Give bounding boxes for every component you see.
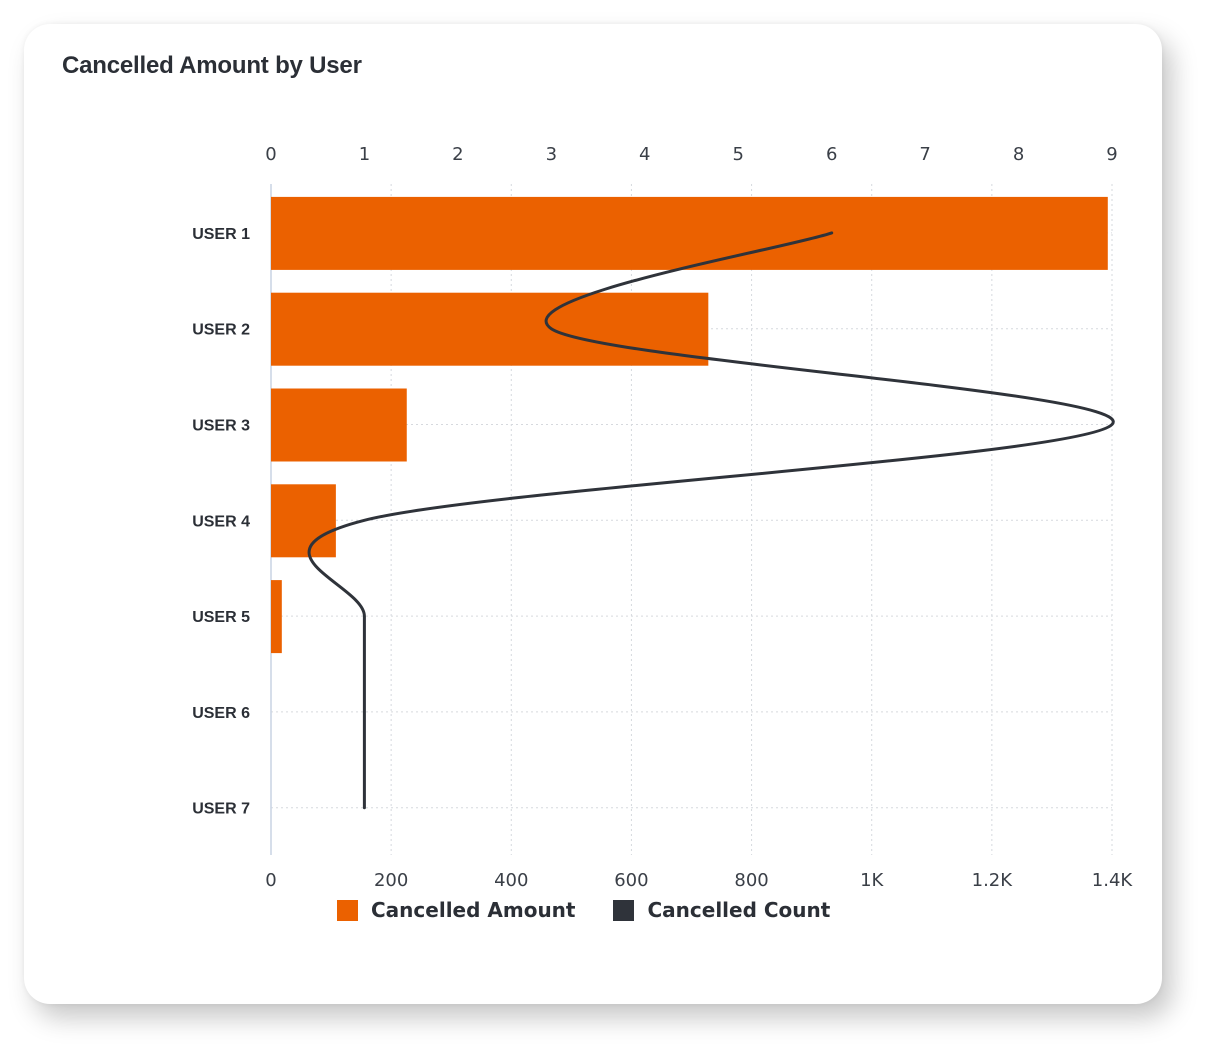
category-label: USER 6 — [192, 705, 250, 722]
chart-card: Cancelled Amount by User — [24, 24, 1162, 1004]
chart-legend: Cancelled Amount Cancelled Count — [337, 898, 868, 922]
top-axis-tick-label: 7 — [919, 144, 930, 165]
category-label: USER 2 — [192, 322, 250, 339]
legend-item-amount[interactable]: Cancelled Amount — [337, 898, 575, 922]
bottom-axis-tick-label: 1.4K — [1092, 870, 1134, 891]
bottom-axis-tick-label: 800 — [734, 870, 768, 891]
bottom-axis-tick-label: 600 — [614, 870, 648, 891]
legend-label-amount: Cancelled Amount — [371, 898, 576, 922]
category-label: USER 5 — [192, 609, 250, 626]
top-axis-tick-label: 1 — [359, 144, 370, 165]
bottom-axis-tick-label: 200 — [374, 870, 408, 891]
legend-swatch-count — [613, 899, 635, 921]
bar-cancelled-amount — [271, 196, 1108, 270]
top-axis-tick-label: 3 — [546, 144, 557, 165]
bottom-axis-tick-label: 1.2K — [972, 870, 1014, 891]
bar-cancelled-amount — [271, 580, 282, 654]
bar-cancelled-amount — [271, 292, 709, 366]
bar-cancelled-amount — [271, 388, 407, 462]
chart-title: Cancelled Amount by User — [62, 52, 362, 79]
category-label: USER 7 — [192, 801, 250, 818]
bar-cancelled-amount — [271, 484, 336, 558]
legend-label-count: Cancelled Count — [647, 898, 831, 922]
top-axis-tick-label: 4 — [639, 144, 650, 165]
category-label: USER 4 — [192, 513, 250, 530]
top-axis-tick-label: 5 — [732, 144, 743, 165]
top-axis-tick-label: 2 — [452, 144, 463, 165]
top-axis-tick-label: 0 — [265, 144, 276, 165]
top-axis-tick-label: 6 — [826, 144, 837, 165]
category-label: USER 1 — [192, 226, 250, 243]
bottom-axis-tick-label: 1K — [860, 870, 884, 891]
category-label: USER 3 — [192, 418, 250, 435]
legend-swatch-amount — [337, 899, 358, 921]
line-cancelled-count — [307, 231, 1115, 810]
bottom-axis-tick-label: 0 — [265, 870, 276, 891]
top-axis-tick-label: 8 — [1013, 144, 1024, 165]
bottom-axis-tick-label: 400 — [494, 870, 528, 891]
top-axis-tick-label: 9 — [1106, 144, 1117, 165]
legend-item-count[interactable]: Cancelled Count — [613, 898, 830, 922]
